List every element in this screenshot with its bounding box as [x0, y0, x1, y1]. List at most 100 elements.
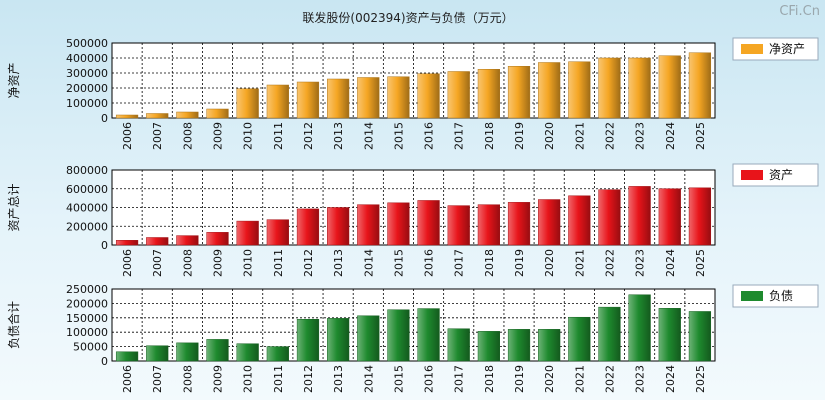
- bar: [568, 61, 591, 119]
- bar: [296, 81, 320, 119]
- x-tick-label: 2017: [453, 365, 466, 393]
- x-tick-label: 2011: [272, 122, 285, 150]
- legend: 负债: [732, 284, 819, 308]
- x-tick-label: 2012: [302, 122, 315, 150]
- x-tick-label: 2006: [121, 365, 134, 393]
- bar: [327, 78, 350, 119]
- chart-panel-2: 0 200000 400000 600000 800000 2006 2007 2008 200…: [7, 163, 819, 277]
- x-tick-label: 2023: [634, 122, 647, 150]
- x-tick-label: 2024: [664, 249, 677, 277]
- x-tick-label: 2023: [634, 365, 647, 393]
- bar: [176, 111, 199, 119]
- bar: [688, 311, 712, 362]
- x-tick-label: 2009: [212, 365, 225, 393]
- bar: [628, 294, 651, 362]
- bar: [266, 84, 289, 119]
- legend-label: 负债: [769, 289, 793, 303]
- x-tick-label: 2019: [513, 122, 526, 150]
- y-tick-label: 200000: [66, 82, 108, 95]
- y-tick-label: 0: [101, 112, 108, 125]
- x-tick-label: 2008: [181, 122, 194, 150]
- x-tick-label: 2010: [242, 122, 255, 150]
- y-tick-label: 200000: [66, 297, 108, 310]
- x-tick-label: 2016: [423, 122, 436, 150]
- x-tick-label: 2019: [513, 249, 526, 277]
- x-tick-label: 2023: [634, 249, 647, 277]
- bar: [115, 351, 139, 362]
- x-tick-label: 2022: [603, 365, 616, 393]
- bar: [115, 240, 139, 246]
- bar: [296, 318, 320, 362]
- x-tick-label: 2025: [694, 365, 707, 393]
- bar: [176, 235, 199, 246]
- x-tick-label: 2009: [212, 122, 225, 150]
- x-tick-label: 2020: [543, 122, 556, 150]
- bar: [477, 204, 500, 246]
- x-tick-label: 2017: [453, 122, 466, 150]
- x-tick-label: 2014: [362, 249, 375, 277]
- legend: 资产: [732, 163, 819, 187]
- y-tick-label: 400000: [66, 52, 108, 65]
- legend: 净资产: [732, 37, 819, 61]
- x-tick-label: 2015: [392, 249, 405, 277]
- x-tick-label: 2011: [272, 249, 285, 277]
- bar: [357, 204, 380, 246]
- bar: [447, 328, 470, 362]
- x-tick-label: 2013: [332, 365, 345, 393]
- bar: [447, 205, 470, 246]
- legend-box: [732, 37, 819, 61]
- y-tick-label: 300000: [66, 67, 108, 80]
- x-tick-label: 2013: [332, 249, 345, 277]
- brand-watermark: CFi.Cn: [779, 4, 820, 19]
- bar: [236, 220, 259, 246]
- bar: [417, 73, 440, 119]
- bar: [598, 189, 621, 246]
- x-tick-label: 2020: [543, 249, 556, 277]
- y-tick-label: 600000: [66, 183, 108, 196]
- x-tick-label: 2016: [423, 365, 436, 393]
- legend-box: [732, 163, 819, 187]
- bar: [357, 77, 380, 119]
- bar: [146, 345, 169, 362]
- bar: [387, 309, 410, 362]
- bar: [538, 62, 561, 119]
- bar: [206, 339, 229, 362]
- x-tick-label: 2018: [483, 365, 496, 393]
- y-tick-label: 250000: [66, 283, 108, 296]
- y-tick-label: 150000: [66, 312, 108, 325]
- legend-label: 净资产: [769, 42, 805, 56]
- x-tick-label: 2021: [573, 122, 586, 150]
- bar: [568, 195, 591, 246]
- bar: [357, 315, 380, 362]
- x-tick-label: 2006: [121, 122, 134, 150]
- y-tick-label: 100000: [66, 326, 108, 339]
- x-tick-label: 2006: [121, 249, 134, 277]
- bar: [658, 188, 681, 246]
- legend-box: [732, 284, 819, 308]
- bar: [236, 88, 259, 119]
- bar: [688, 52, 712, 119]
- bar: [236, 343, 259, 362]
- legend-swatch: [741, 291, 763, 301]
- bar: [296, 208, 320, 246]
- x-tick-label: 2025: [694, 122, 707, 150]
- bar: [598, 57, 621, 119]
- y-axis-label: 净资产: [7, 62, 21, 98]
- bar: [658, 308, 681, 362]
- bar: [477, 69, 500, 119]
- chart-panel-1: 0 100000 200000 300000 400000 500000 2006 2007 2…: [7, 37, 819, 150]
- bar: [146, 237, 169, 246]
- x-tick-label: 2014: [362, 122, 375, 150]
- x-tick-label: 2008: [181, 365, 194, 393]
- x-tick-label: 2012: [302, 249, 315, 277]
- bar: [176, 342, 199, 362]
- x-tick-label: 2007: [151, 365, 164, 393]
- x-tick-label: 2024: [664, 365, 677, 393]
- bar: [568, 316, 591, 362]
- y-tick-label: 100000: [66, 97, 108, 110]
- x-tick-label: 2016: [423, 249, 436, 277]
